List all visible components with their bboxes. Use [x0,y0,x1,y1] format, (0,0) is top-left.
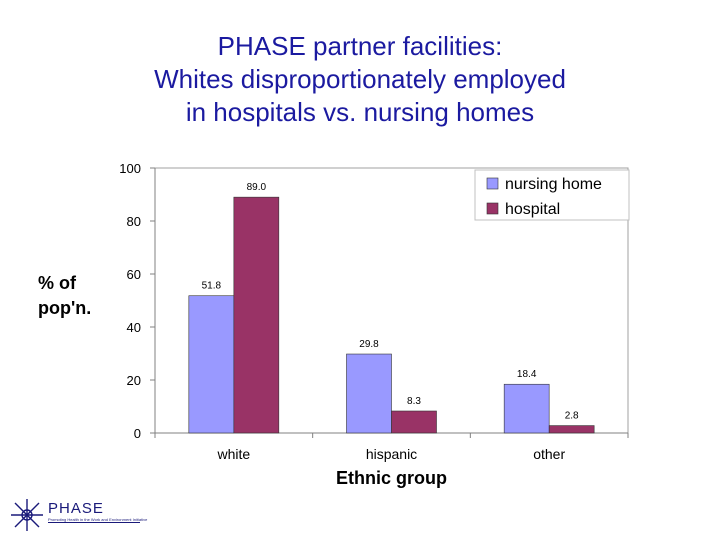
legend-swatch-hospital [486,202,499,215]
y-tick-label: 40 [127,320,141,335]
bar-nursing-home-white [188,295,235,434]
phase-logo: PHASE Promoting Health in the Work and E… [8,496,148,534]
bar-nursing-home-other [503,383,550,434]
legend-swatch-nursing-home [486,177,499,190]
y-tick-label: 60 [127,267,141,282]
slide-title: PHASE partner facilities: Whites disprop… [0,30,720,129]
data-label: 2.8 [565,411,579,422]
y-tick-label: 20 [127,373,141,388]
y-tick-label: 0 [134,426,141,441]
data-label: 18.4 [517,369,537,380]
x-tick-label-white: white [216,446,250,462]
y-tick-label: 100 [119,161,141,176]
phase-logo-tagline: Promoting Health in the Work and Environ… [48,517,148,522]
data-label: 89.0 [247,182,267,193]
y-tick-label: 80 [127,214,141,229]
phase-logo-rule [48,522,140,523]
phase-logo-text: PHASE [48,500,104,517]
bar-hospital-white [233,196,280,434]
bar-hospital-other [548,425,595,434]
data-label: 8.3 [407,396,421,407]
bar-hospital-hispanic [391,410,437,434]
bar-nursing-home-hispanic [346,353,392,434]
x-tick-label-hispanic: hispanic [366,446,417,462]
legend-box [474,169,630,221]
legend-label-hospital: hospital [505,201,560,218]
data-label: 51.8 [202,281,222,292]
title-line-3: in hospitals vs. nursing homes [185,97,535,127]
legend-label-nursing-home: nursing home [505,176,602,193]
y-axis-title-line: pop'n. [38,298,91,318]
data-label: 29.8 [359,339,379,350]
x-tick-label-other: other [533,446,565,462]
x-axis-title: Ethnic group [336,468,447,488]
title-line-1: PHASE partner facilities: [217,31,503,61]
y-axis-title-line: % of [38,273,77,293]
title-line-2: Whites disproportionately employed [154,64,566,94]
phase-logo-icon [11,499,43,531]
